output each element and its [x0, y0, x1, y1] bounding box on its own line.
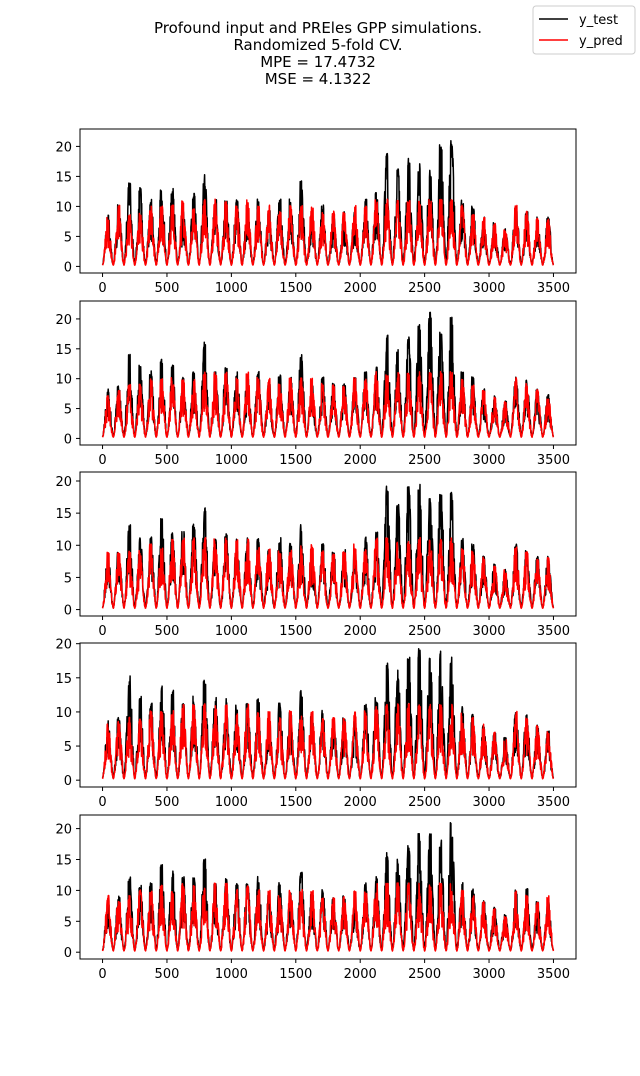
series-group — [101, 311, 555, 438]
y-tick-label: 15 — [55, 853, 72, 868]
x-tick-label: 3000 — [472, 967, 505, 982]
x-tick-label: 1000 — [215, 967, 248, 982]
axes-frame — [79, 300, 577, 446]
title-line-2: Randomized 5-fold CV. — [233, 36, 403, 54]
x-tick-label: 1500 — [279, 967, 312, 982]
y-tick-label: 10 — [55, 884, 72, 899]
axes-frame — [79, 642, 577, 788]
subplot-1: 0 500 1000 1500 2000 2500 3000 3500 0 5 10 15 20 — [55, 128, 577, 296]
axes-frame — [79, 471, 577, 617]
y-tick-label: 10 — [55, 539, 72, 554]
series-line-y_pred — [101, 703, 555, 780]
x-tick-label: 3000 — [472, 281, 505, 296]
x-tick-label: 2000 — [344, 795, 377, 810]
y-tick-label: 0 — [64, 432, 72, 447]
x-tick-label: 3000 — [472, 795, 505, 810]
y-tick-label: 5 — [64, 915, 72, 930]
y-tick-label: 10 — [55, 200, 72, 215]
x-tick-label: 500 — [155, 281, 180, 296]
series-line-y_pred — [101, 536, 555, 610]
legend-box — [532, 5, 636, 55]
y-tick-label: 5 — [64, 571, 72, 586]
y-tick-label: 0 — [64, 604, 72, 619]
y-tick-label: 5 — [64, 403, 72, 418]
y-tick-label: 15 — [55, 170, 72, 185]
y-tick-label: 20 — [55, 823, 72, 838]
x-tick-label: 2500 — [408, 967, 441, 982]
y-tick-label: 20 — [55, 638, 72, 653]
x-tick-label: 3500 — [537, 624, 570, 639]
x-tick-label: 1500 — [279, 624, 312, 639]
x-tick-label: 500 — [155, 967, 180, 982]
y-tick-label: 0 — [64, 946, 72, 961]
series-group — [101, 647, 555, 780]
x-tick-label: 0 — [98, 967, 106, 982]
x-tick-label: 0 — [98, 453, 106, 468]
series-line-y_pred — [101, 882, 555, 952]
y-tick-label: 20 — [55, 140, 72, 155]
x-tick-label: 500 — [155, 795, 180, 810]
x-tick-label: 3500 — [537, 967, 570, 982]
series-group — [101, 139, 555, 266]
title-line-1: Profound input and PREles GPP simulation… — [153, 19, 483, 37]
x-tick-label: 2000 — [344, 624, 377, 639]
x-tick-label: 3500 — [537, 281, 570, 296]
x-tick-label: 500 — [155, 453, 180, 468]
title-line-3: MPE = 17.4732 — [260, 53, 376, 71]
title-line-4: MSE = 4.1322 — [264, 70, 372, 88]
legend-label-y_pred: y_pred — [579, 34, 623, 49]
y-tick-label: 10 — [55, 706, 72, 721]
x-tick-label: 2000 — [344, 281, 377, 296]
y-tick-label: 5 — [64, 230, 72, 245]
x-tick-label: 1000 — [215, 453, 248, 468]
x-tick-label: 1000 — [215, 624, 248, 639]
x-tick-label: 2500 — [408, 453, 441, 468]
x-tick-label: 3500 — [537, 453, 570, 468]
y-tick-label: 5 — [64, 740, 72, 755]
x-tick-label: 2500 — [408, 795, 441, 810]
axes-frame — [79, 128, 577, 274]
x-tick-label: 2500 — [408, 281, 441, 296]
x-tick-label: 3500 — [537, 795, 570, 810]
series-line-y_pred — [101, 370, 555, 438]
x-tick-label: 2000 — [344, 453, 377, 468]
x-tick-label: 1000 — [215, 795, 248, 810]
legend: y_test y_pred — [532, 5, 636, 55]
y-tick-label: 0 — [64, 260, 72, 275]
x-tick-label: 0 — [98, 624, 106, 639]
x-tick-label: 1500 — [279, 453, 312, 468]
subplot-5: 0 500 1000 1500 2000 2500 3000 3500 0 5 10 15 20 — [55, 814, 577, 982]
subplot-4: 0 500 1000 1500 2000 2500 3000 3500 0 5 10 15 20 — [55, 638, 577, 810]
y-tick-label: 10 — [55, 373, 72, 388]
series-group — [101, 822, 555, 952]
x-tick-label: 0 — [98, 795, 106, 810]
x-tick-label: 1000 — [215, 281, 248, 296]
x-tick-label: 2000 — [344, 967, 377, 982]
y-tick-label: 20 — [55, 313, 72, 328]
subplot-2: 0 500 1000 1500 2000 2500 3000 3500 0 5 10 15 20 — [55, 300, 577, 468]
y-tick-label: 20 — [55, 475, 72, 490]
axes-frame — [79, 814, 577, 960]
series-group — [101, 483, 555, 610]
x-tick-label: 2500 — [408, 624, 441, 639]
x-tick-label: 1500 — [279, 281, 312, 296]
x-tick-label: 500 — [155, 624, 180, 639]
y-tick-label: 0 — [64, 774, 72, 789]
series-line-y_pred — [101, 198, 555, 266]
x-tick-label: 3000 — [472, 453, 505, 468]
x-tick-label: 1500 — [279, 795, 312, 810]
x-tick-label: 0 — [98, 281, 106, 296]
legend-label-y_test: y_test — [579, 13, 618, 28]
y-tick-label: 15 — [55, 343, 72, 358]
y-tick-label: 15 — [55, 507, 72, 522]
y-tick-label: 15 — [55, 672, 72, 687]
x-tick-label: 3000 — [472, 624, 505, 639]
subplot-3: 0 500 1000 1500 2000 2500 3000 3500 0 5 10 15 20 — [55, 471, 577, 639]
